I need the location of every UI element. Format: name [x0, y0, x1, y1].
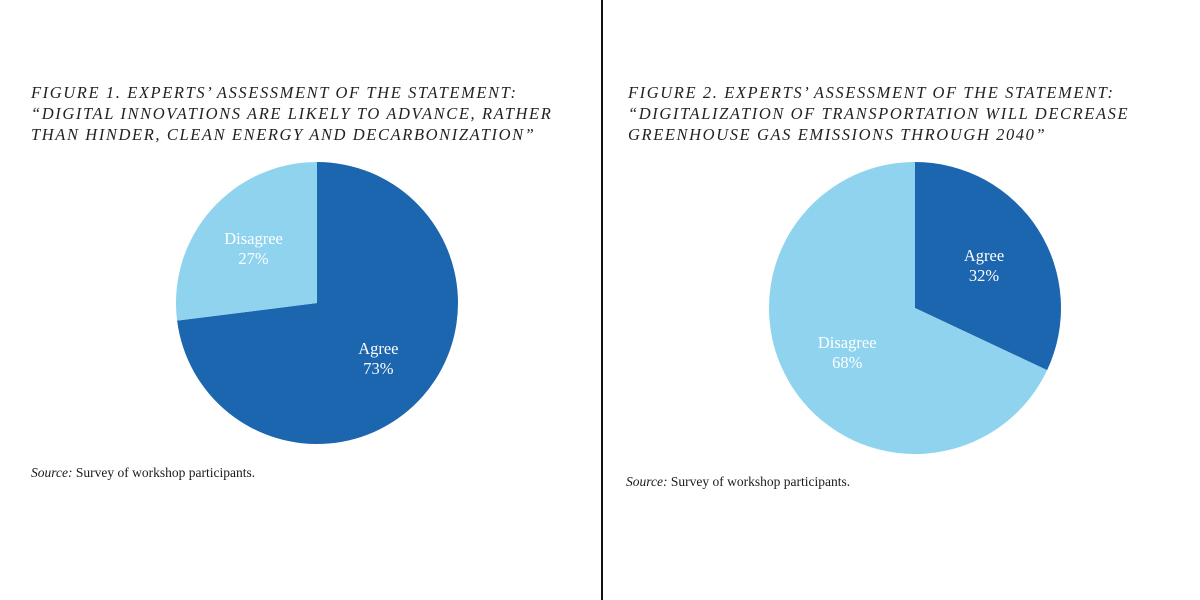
pie-1-slice-disagree: [176, 162, 317, 321]
figure-2-title-line-3: GREENHOUSE GAS EMISSIONS THROUGH 2040”: [628, 125, 1047, 144]
pie-1-slice-agree: [177, 162, 459, 444]
pie-1-slice-agree-value: 73%: [363, 359, 394, 378]
figure-1-title-line-2: “DIGITAL INNOVATIONS ARE LIKELY TO ADVAN…: [31, 104, 553, 123]
figure-2-source-label: Source:: [626, 474, 668, 489]
figure-2-panel: FIGURE 2. EXPERTS’ ASSESSMENT OF THE STA…: [603, 0, 1200, 600]
figure-2-title-line-1: FIGURE 2. EXPERTS’ ASSESSMENT OF THE STA…: [628, 83, 1115, 102]
figure-2-title: FIGURE 2. EXPERTS’ ASSESSMENT OF THE STA…: [628, 82, 1129, 145]
pie-1-slice-disagree-value: 27%: [238, 249, 269, 268]
pie-1-slice-disagree-label: Disagree: [224, 229, 283, 248]
figure-2-source-text: Survey of workshop participants.: [667, 474, 851, 489]
pie-2-slice-agree-value: 32%: [969, 266, 1000, 285]
panel-divider: [601, 0, 603, 600]
figure-2-source-note: Source: Survey of workshop participants.: [626, 474, 850, 490]
figure-1-source-text: Survey of workshop participants.: [72, 465, 256, 480]
pie-2-slice-agree-label: Agree: [964, 246, 1004, 265]
figure-2-title-line-2: “DIGITALIZATION OF TRANSPORTATION WILL D…: [628, 104, 1130, 123]
figure-1-title-line-3: THAN HINDER, CLEAN ENERGY AND DECARBONIZ…: [31, 125, 536, 144]
figure-1-source-note: Source: Survey of workshop participants.: [31, 465, 255, 481]
pie-2-slice-disagree-label: Disagree: [818, 333, 877, 352]
figure-1-panel: FIGURE 1. EXPERTS’ ASSESSMENT OF THE STA…: [31, 82, 552, 481]
figure-1-source-label: Source:: [31, 465, 73, 480]
pie-2-slice-disagree-value: 68%: [832, 353, 863, 372]
figure-1-title: FIGURE 1. EXPERTS’ ASSESSMENT OF THE STA…: [31, 82, 552, 145]
pie-1-slice-agree-label: Agree: [358, 339, 398, 358]
pie-2-slice-disagree: [769, 162, 1048, 454]
pie-2-slice-agree: [915, 162, 1061, 371]
figure-1-title-line-1: FIGURE 1. EXPERTS’ ASSESSMENT OF THE STA…: [31, 83, 518, 102]
